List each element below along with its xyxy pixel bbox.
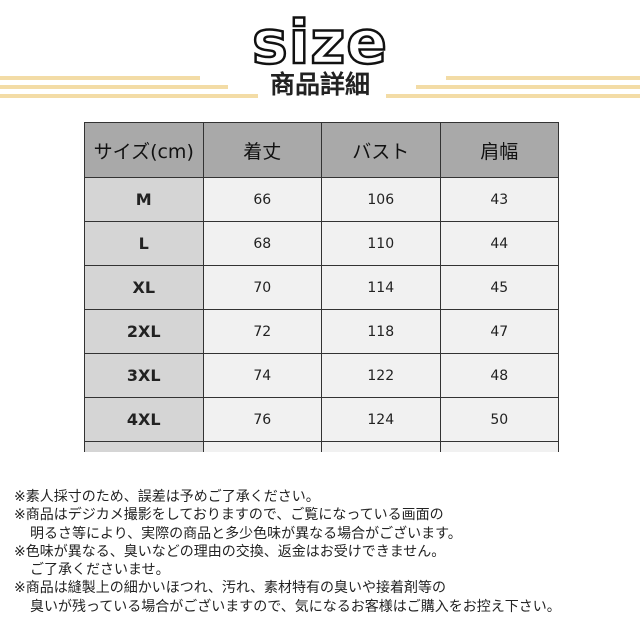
line-right-3 (386, 94, 640, 98)
column-header: 着丈 (202, 122, 322, 178)
value-cell: 114 (321, 265, 441, 310)
page-subtitle: 商品詳細 (269, 70, 370, 99)
table-row: 4XL 76 124 50 (84, 397, 559, 442)
size-cell: M (84, 177, 204, 222)
value-cell: 44 (439, 221, 559, 266)
empty-cell (202, 441, 322, 452)
empty-cell (321, 441, 441, 452)
table-row: 3XL 74 122 48 (84, 353, 559, 398)
value-cell: 124 (321, 397, 441, 442)
size-cell: XL (84, 265, 204, 310)
line-left-3 (0, 94, 258, 98)
value-cell: 50 (439, 397, 559, 442)
note-line: 臭いが残っている場合がございますので、気になるお客様はご購入をお控え下さい。 (30, 598, 561, 615)
table-row: 2XL 72 118 47 (84, 309, 559, 354)
size-cell: 2XL (84, 309, 204, 354)
value-cell: 47 (439, 309, 559, 354)
size-cell: L (84, 221, 204, 266)
value-cell: 66 (202, 177, 322, 222)
value-cell: 122 (321, 353, 441, 398)
notes: ※素人採寸のため、誤差は予めご了承ください。 ※商品はデジカメ撮影をしておりますの… (14, 488, 561, 616)
note-line: ※商品は縫製上の細かいほつれ、汚れ、素材特有の臭いや接着剤等の (14, 580, 447, 597)
table-row: L 68 110 44 (84, 221, 559, 266)
note-line: ※色味が異なる、臭いなどの理由の交換、返金はお受けできません。 (14, 543, 446, 560)
note-line: ※商品はデジカメ撮影をしておりますので、ご覧になっている画面の (14, 507, 444, 524)
table-row: M 66 106 43 (84, 177, 559, 222)
value-cell: 110 (321, 221, 441, 266)
table-row: XL 70 114 45 (84, 265, 559, 310)
column-header: 肩幅 (439, 122, 559, 178)
table-row-partial (84, 441, 559, 452)
value-cell: 76 (202, 397, 322, 442)
size-cell: 4XL (84, 397, 204, 442)
line-right-1 (446, 76, 640, 80)
note-line: ご了承くださいませ。 (30, 562, 170, 579)
note-line: 明るさ等により、実際の商品と多少色味が異なる場合がございます。 (30, 525, 462, 542)
value-cell: 48 (439, 353, 559, 398)
empty-cell (439, 441, 559, 452)
value-cell: 106 (321, 177, 441, 222)
empty-cell (84, 441, 204, 452)
value-cell: 118 (321, 309, 441, 354)
value-cell: 74 (202, 353, 322, 398)
note-line: ※素人採寸のため、誤差は予めご了承ください。 (14, 489, 320, 505)
value-cell: 70 (202, 265, 322, 310)
size-cell: 3XL (84, 353, 204, 398)
value-cell: 72 (202, 309, 322, 354)
column-header: バスト (321, 122, 441, 178)
value-cell: 68 (202, 221, 322, 266)
column-header: サイズ(cm) (84, 122, 204, 178)
line-left-2 (0, 85, 228, 89)
size-table: サイズ(cm) 着丈 バスト 肩幅 M 66 106 43 L 68 110 44 XL 70 114 45… (84, 122, 559, 452)
size-title: size (251, 7, 388, 80)
value-cell: 45 (439, 265, 559, 310)
line-right-2 (416, 85, 640, 89)
line-left-1 (0, 76, 200, 80)
value-cell: 43 (439, 177, 559, 222)
